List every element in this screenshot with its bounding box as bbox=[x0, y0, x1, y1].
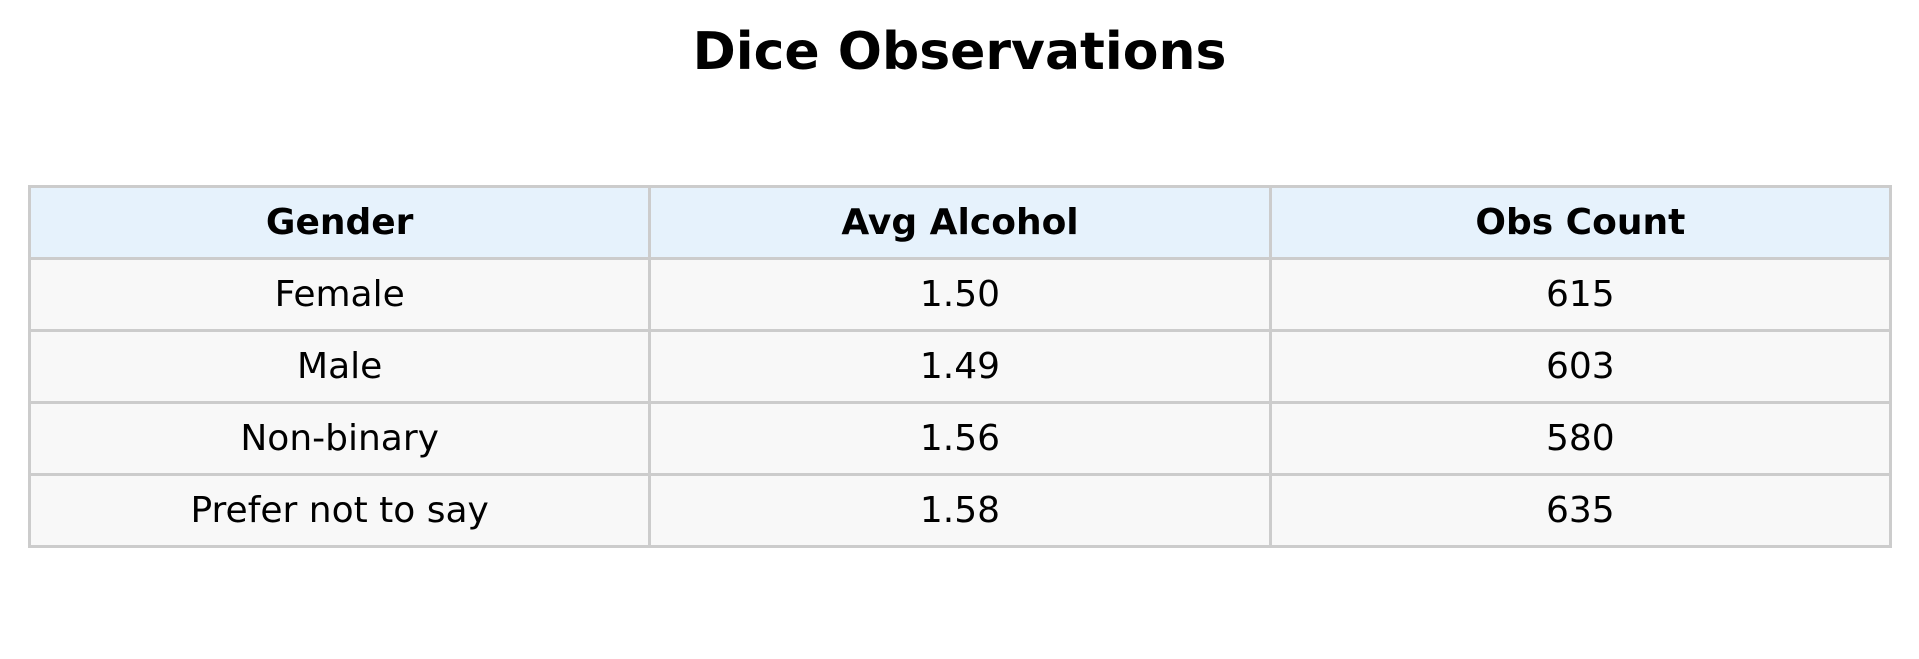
column-header-avg-alcohol: Avg Alcohol bbox=[648, 185, 1272, 260]
cell-avg-alcohol: 1.50 bbox=[648, 257, 1272, 332]
column-header-gender: Gender bbox=[27, 185, 652, 260]
cell-gender: Non-binary bbox=[27, 401, 652, 476]
cell-obs-count: 603 bbox=[1268, 329, 1893, 404]
cell-avg-alcohol: 1.49 bbox=[648, 329, 1272, 404]
table-row: Non-binary 1.56 580 bbox=[27, 401, 1893, 476]
cell-obs-count: 615 bbox=[1268, 257, 1893, 332]
cell-obs-count: 635 bbox=[1268, 473, 1893, 548]
cell-gender: Male bbox=[27, 329, 652, 404]
table-row: Female 1.50 615 bbox=[27, 257, 1893, 332]
cell-gender: Prefer not to say bbox=[27, 473, 652, 548]
cell-avg-alcohol: 1.58 bbox=[648, 473, 1272, 548]
cell-gender: Female bbox=[27, 257, 652, 332]
chart-title: Dice Observations bbox=[692, 22, 1227, 82]
table-header-row: Gender Avg Alcohol Obs Count bbox=[27, 185, 1893, 260]
table-row: Male 1.49 603 bbox=[27, 329, 1893, 404]
cell-obs-count: 580 bbox=[1268, 401, 1893, 476]
column-header-obs-count: Obs Count bbox=[1268, 185, 1893, 260]
data-table: Gender Avg Alcohol Obs Count Female 1.50… bbox=[27, 185, 1893, 548]
cell-avg-alcohol: 1.56 bbox=[648, 401, 1272, 476]
table-row: Prefer not to say 1.58 635 bbox=[27, 473, 1893, 548]
